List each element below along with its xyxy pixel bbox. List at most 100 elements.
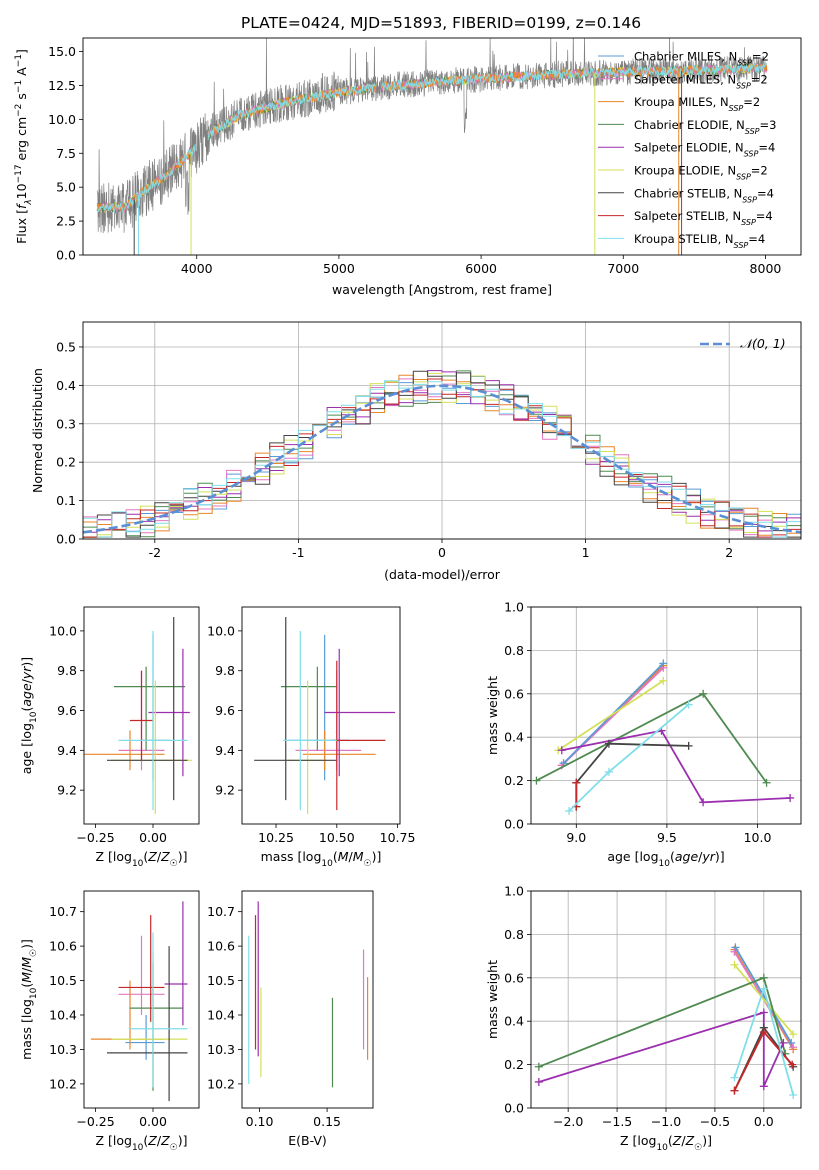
y-tick-label: 10.4 <box>49 1008 77 1023</box>
x-axis-label: Z [log10(Z/Z☉)] <box>620 1133 712 1153</box>
weight-marker <box>759 973 768 982</box>
y-tick-label: 10.0 <box>48 112 76 127</box>
x-tick-label: -2 <box>149 545 161 560</box>
axes-frame <box>530 890 802 1109</box>
weight-marker <box>759 984 768 993</box>
x-axis-label-part: ☉ <box>364 859 372 869</box>
legend-label: Salpeter ELODIE, NSSP=4 <box>634 141 775 159</box>
legend-label: Chabrier ELODIE, NSSP=3 <box>634 118 776 136</box>
y-tick-label: 0.1 <box>56 493 76 508</box>
y-tick-label: 0.8 <box>504 643 524 658</box>
plot-area <box>254 616 396 815</box>
y-tick-label: 9.8 <box>57 663 77 678</box>
x-tick-label: 10.50 <box>319 830 355 845</box>
y-tick-label: 1.0 <box>504 600 524 615</box>
figure-title: PLATE=0424, MJD=51893, FIBERID=0199, z=0… <box>241 14 641 32</box>
x-tick-label: 2 <box>725 545 733 560</box>
y-tick-label: 7.5 <box>56 146 76 161</box>
y-tick-label: 0.0 <box>56 248 76 263</box>
normal-curve <box>83 384 801 534</box>
legend-label-part: Salpeter MILES, N <box>634 72 736 86</box>
x-axis-label-part: ☉ <box>170 1143 178 1153</box>
legend-label-part: Salpeter ELODIE, N <box>634 141 744 155</box>
y-tick-label: 10.0 <box>207 623 235 638</box>
legend-label-part: Chabrier ELODIE, N <box>634 118 745 132</box>
y-tick-label: 0.3 <box>56 416 76 431</box>
x-axis-label-part: / <box>157 849 162 864</box>
weight-line-salpeter_elodie <box>561 729 791 804</box>
weight-marker <box>699 689 708 698</box>
y-tick-label: 10.2 <box>49 1076 77 1091</box>
x-axis-label-part: E(B-V) <box>288 1133 327 1148</box>
x-axis-label-part: )] <box>372 849 382 864</box>
y-axis-label-part: erg cm <box>14 117 29 165</box>
data-spectrum <box>96 38 766 234</box>
y-axis-label-part: age [log <box>19 723 34 774</box>
plot-area <box>532 659 795 815</box>
x-axis-label-part: ☉ <box>170 859 178 869</box>
x-axis-label-part: Z <box>147 849 157 864</box>
x-axis-label-part: / <box>157 1133 162 1148</box>
x-axis-label-part: / <box>349 849 354 864</box>
y-axis-label-part: −2 <box>14 104 24 117</box>
legend-label-sub: SSP <box>734 240 749 249</box>
y-axis-label: Flux [fλ10−17 erg cm−2 s−1 A−1] <box>14 49 34 244</box>
x-tick-label: 1 <box>582 545 590 560</box>
weight-marker <box>534 1062 543 1071</box>
y-axis-label-part: age <box>19 683 34 707</box>
plot-area <box>84 616 193 815</box>
y-axis-label-part: λ <box>24 199 34 205</box>
y-tick-label: 0.6 <box>504 970 524 985</box>
x-tick-label: 10.75 <box>380 830 416 845</box>
legend-label: Chabrier STELIB, NSSP=4 <box>634 186 774 204</box>
y-tick-label: 9.2 <box>57 783 77 798</box>
y-axis-label-part: ( <box>19 983 34 988</box>
weight-line-kroupa_elodie <box>733 964 794 1035</box>
x-axis-label-part: Z <box>672 1133 682 1148</box>
x-axis-label: E(B-V) <box>288 1133 327 1148</box>
axes-frame <box>241 606 401 825</box>
y-tick-label: 15.0 <box>48 44 76 59</box>
y-tick-label: 0.2 <box>56 455 76 470</box>
y-axis-label-part: −17 <box>14 164 24 183</box>
legend-label-sub: SSP <box>745 126 760 135</box>
x-tick-label: 0.15 <box>313 1114 341 1129</box>
weight-marker <box>534 1077 543 1086</box>
weight-marker <box>730 960 739 969</box>
y-axis-label-part: mass weight <box>485 676 500 755</box>
x-tick-label: 9.0 <box>566 830 586 845</box>
weight-marker <box>789 1043 798 1052</box>
x-axis-label-part: Z [log <box>620 1133 656 1148</box>
x-tick-label: 7000 <box>607 261 639 276</box>
weight-marker <box>730 1073 739 1082</box>
y-tick-label: 0.8 <box>504 927 524 942</box>
legend-label-tail: =4 <box>757 186 774 200</box>
y-axis-label-part: / <box>19 678 34 683</box>
x-axis-label-part: Z <box>160 1133 170 1148</box>
y-axis-label-part: yr <box>19 666 34 680</box>
x-axis-label-part: )] <box>702 1133 712 1148</box>
weight-marker <box>684 700 693 709</box>
panel-age-vs-mass: 10.25 10.50 10.75 9.2 9.4 9.6 9.8 10.0 mass [log… <box>207 606 416 869</box>
weight-marker <box>759 1028 768 1037</box>
y-tick-label: 9.2 <box>215 783 235 798</box>
weight-marker <box>684 741 693 750</box>
x-axis-label-part: ( <box>143 849 148 864</box>
y-tick-label: 1.0 <box>504 884 524 899</box>
weight-marker <box>731 943 740 952</box>
x-axis-label: wavelength [Angstrom, rest frame] <box>332 282 552 297</box>
y-axis-label-part: f <box>14 203 29 209</box>
x-tick-label: 0.00 <box>139 830 167 845</box>
y-tick-label: 10.7 <box>207 904 235 919</box>
x-tick-label: −0.25 <box>76 1114 114 1129</box>
y-tick-label: 0.0 <box>56 532 76 547</box>
legend-label: Salpeter STELIB, NSSP=4 <box>634 209 773 227</box>
panel-weight-vs-age: 9.0 9.5 10.0 0.0 0.2 0.4 0.6 0.8 1.0 age [log10(a… <box>485 600 802 869</box>
grid <box>531 606 801 825</box>
axes-frame <box>82 321 802 540</box>
y-axis-label: mass [log10(M/M☉)] <box>19 939 39 1060</box>
legend-label-sub: SSP <box>736 172 751 181</box>
